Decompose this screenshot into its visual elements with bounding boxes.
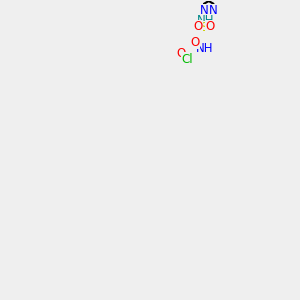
Text: NH: NH [196,42,214,55]
Text: N: N [209,4,218,17]
Text: NH: NH [197,14,215,28]
Text: O: O [190,36,199,49]
Text: O: O [193,20,202,33]
Text: O: O [176,47,185,60]
Text: Cl: Cl [182,52,193,65]
Text: O: O [206,20,215,33]
Text: S: S [200,21,208,34]
Text: N: N [200,4,208,17]
